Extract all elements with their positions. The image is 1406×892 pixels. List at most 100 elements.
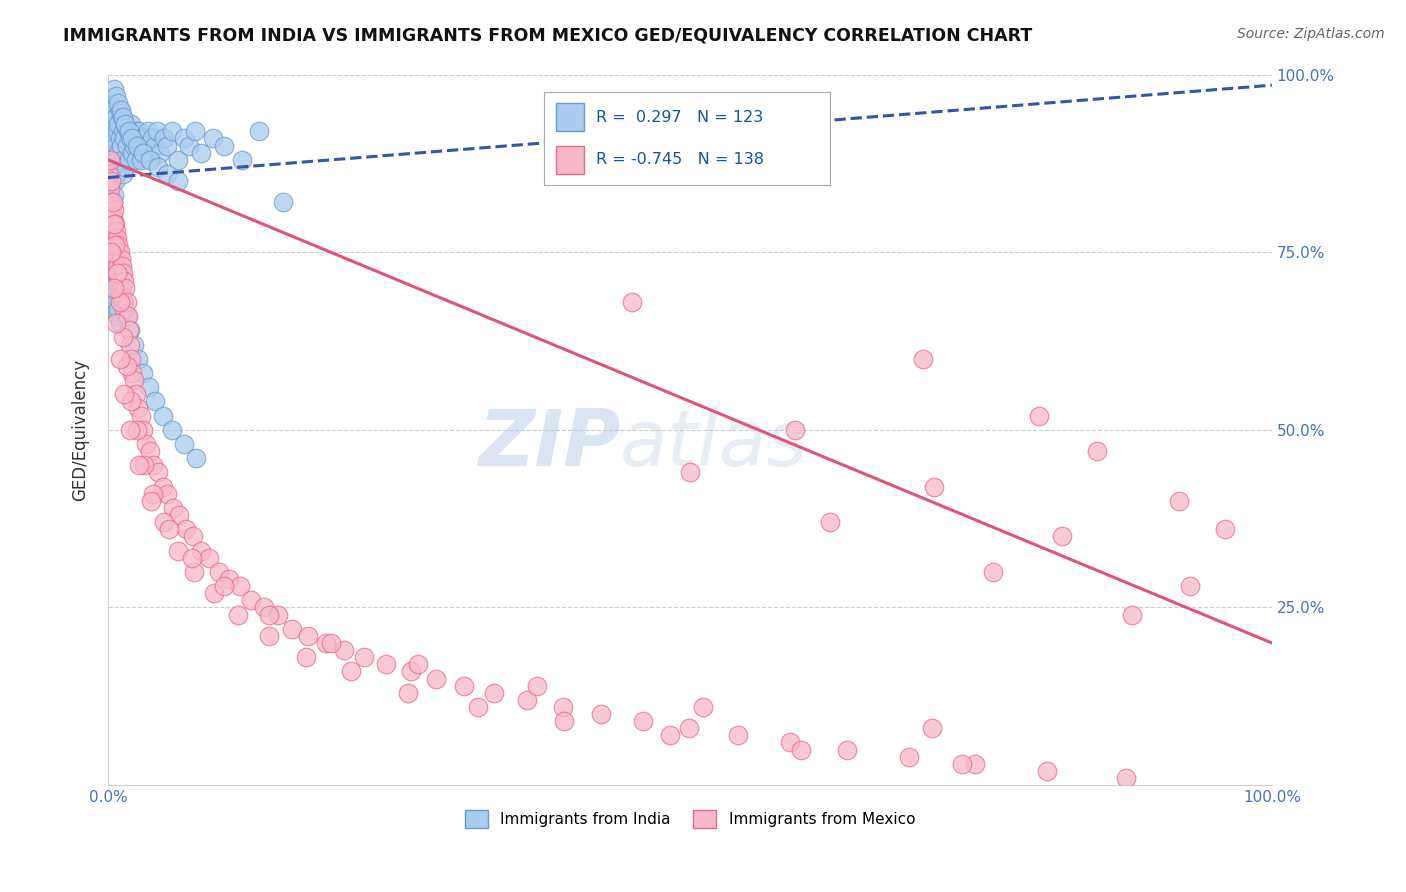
Point <box>166 174 188 188</box>
Point <box>214 579 236 593</box>
Point <box>100 245 122 260</box>
Point <box>1052 529 1074 543</box>
Point <box>340 665 363 679</box>
Point <box>125 153 148 167</box>
Point <box>112 167 135 181</box>
Point <box>257 607 280 622</box>
Point <box>620 294 643 309</box>
Point <box>121 366 143 380</box>
Point <box>157 522 180 536</box>
Point <box>132 145 155 160</box>
Point <box>108 316 131 330</box>
Point <box>181 529 204 543</box>
Point <box>105 309 128 323</box>
Point <box>267 607 290 622</box>
Point <box>98 181 121 195</box>
Point <box>101 195 124 210</box>
Point <box>103 287 125 301</box>
Point <box>1167 494 1189 508</box>
Point <box>98 167 121 181</box>
Point <box>1215 522 1237 536</box>
Point <box>135 437 157 451</box>
Point <box>108 294 131 309</box>
Point <box>111 287 134 301</box>
Point <box>112 274 135 288</box>
Point <box>103 131 125 145</box>
Point <box>98 124 121 138</box>
Point <box>591 706 613 721</box>
Point <box>98 188 121 202</box>
Point <box>120 131 142 145</box>
Point <box>108 103 131 117</box>
Point <box>183 565 205 579</box>
Point <box>98 287 121 301</box>
Point <box>146 160 169 174</box>
Point <box>100 281 122 295</box>
Point <box>153 131 176 145</box>
Point <box>101 195 124 210</box>
Point <box>160 423 183 437</box>
Point <box>101 110 124 124</box>
Point <box>104 238 127 252</box>
Point <box>228 579 250 593</box>
Point <box>127 131 149 145</box>
Point <box>950 756 973 771</box>
Point <box>118 153 141 167</box>
Point <box>453 679 475 693</box>
Point <box>122 138 145 153</box>
Point <box>153 515 176 529</box>
Point <box>156 138 179 153</box>
Point <box>132 366 155 380</box>
Point <box>180 550 202 565</box>
Point <box>103 231 125 245</box>
Point <box>98 260 121 274</box>
Point <box>115 294 138 309</box>
Point <box>98 217 121 231</box>
Point <box>127 423 149 437</box>
Point <box>103 202 125 217</box>
Point <box>202 586 225 600</box>
Point <box>835 742 858 756</box>
Point <box>965 756 987 771</box>
Point <box>105 294 128 309</box>
Point <box>231 153 253 167</box>
Point <box>98 153 121 167</box>
Point <box>98 181 121 195</box>
Point <box>132 131 155 145</box>
Point <box>104 274 127 288</box>
Point <box>104 174 127 188</box>
Point <box>115 309 138 323</box>
Point <box>104 301 127 316</box>
Point <box>779 735 801 749</box>
Point <box>101 210 124 224</box>
Point <box>117 124 139 138</box>
Point <box>406 657 429 672</box>
Point <box>120 117 142 131</box>
Point <box>110 252 132 267</box>
Point <box>149 145 172 160</box>
Point <box>98 245 121 260</box>
Point <box>114 117 136 131</box>
Point <box>124 124 146 138</box>
Point <box>104 217 127 231</box>
Point <box>526 679 548 693</box>
Point <box>110 281 132 295</box>
Point <box>103 217 125 231</box>
Point <box>783 423 806 437</box>
Point <box>108 245 131 260</box>
Point <box>120 423 142 437</box>
Point <box>100 252 122 267</box>
Point <box>115 359 138 373</box>
Point <box>247 124 270 138</box>
Point <box>201 131 224 145</box>
Point <box>295 650 318 665</box>
Point <box>105 267 128 281</box>
Point <box>789 742 811 756</box>
Point <box>190 543 212 558</box>
Point <box>100 95 122 110</box>
Point <box>128 124 150 138</box>
Point <box>105 167 128 181</box>
Point <box>120 337 142 351</box>
Point <box>101 267 124 281</box>
Point <box>315 636 337 650</box>
